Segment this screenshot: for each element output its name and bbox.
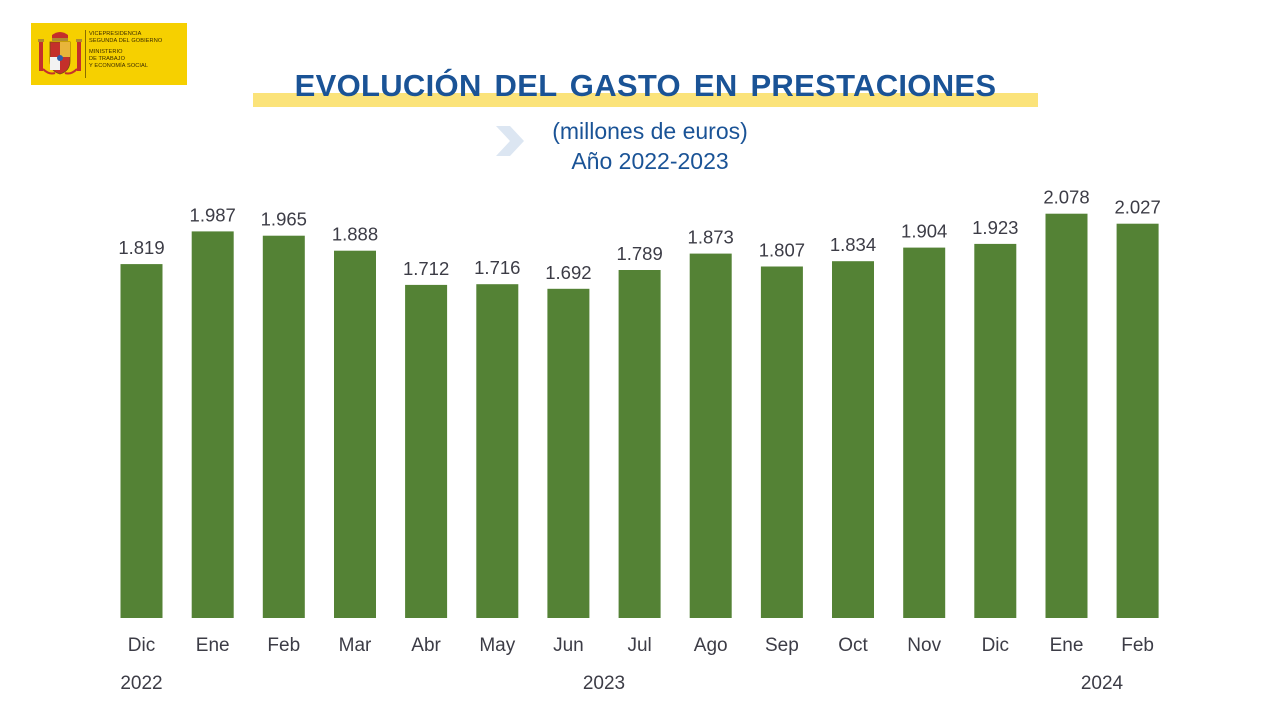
bar bbox=[903, 247, 946, 618]
data-label: 2.027 bbox=[1114, 197, 1160, 218]
x-tick-label: Oct bbox=[838, 635, 868, 656]
bar bbox=[689, 253, 732, 618]
x-tick-label: Sep bbox=[765, 635, 799, 656]
data-label: 1.923 bbox=[972, 217, 1018, 238]
x-tick-label: Jun bbox=[553, 635, 584, 656]
year-group-label: 2024 bbox=[1081, 673, 1124, 694]
bar bbox=[262, 235, 305, 618]
bar bbox=[1116, 223, 1159, 618]
data-label: 1.789 bbox=[616, 243, 662, 264]
data-label: 1.834 bbox=[830, 234, 876, 255]
data-label: 1.904 bbox=[901, 221, 947, 242]
x-tick-label: Feb bbox=[1121, 635, 1154, 656]
data-label: 1.873 bbox=[688, 227, 734, 248]
bar bbox=[974, 243, 1017, 618]
ministry-logo: VICEPRESIDENCIA SEGUNDA DEL GOBIERNO MIN… bbox=[31, 23, 187, 85]
x-tick-label: Mar bbox=[339, 635, 372, 656]
bar bbox=[334, 250, 376, 618]
year-group-label: 2023 bbox=[583, 673, 625, 694]
data-label: 1.965 bbox=[261, 209, 307, 230]
chart-subtitle: (millones de euros) bbox=[552, 118, 748, 144]
coat-of-arms-icon bbox=[38, 32, 82, 75]
x-tick-label: Dic bbox=[982, 635, 1009, 656]
year-group-label: 2022 bbox=[120, 673, 162, 694]
title-underline-bar bbox=[253, 93, 1038, 107]
data-label: 1.716 bbox=[474, 257, 520, 278]
x-tick-label: Ene bbox=[196, 635, 230, 656]
x-tick-label: Nov bbox=[907, 635, 941, 656]
x-tick-label: Ago bbox=[694, 635, 728, 656]
logo-divider bbox=[85, 30, 86, 78]
data-label: 1.888 bbox=[332, 224, 378, 245]
data-label: 1.807 bbox=[759, 240, 805, 261]
data-label: 1.712 bbox=[403, 258, 449, 279]
data-label: 2.078 bbox=[1043, 187, 1089, 208]
chevron-right-icon bbox=[496, 126, 524, 156]
chart-year-range: Año 2022-2023 bbox=[571, 148, 729, 174]
bar bbox=[832, 261, 874, 618]
page-title: EVOLUCIÓN DEL GASTO EN PRESTACIONES bbox=[294, 68, 997, 103]
logo-text-line: MINISTERIO bbox=[89, 49, 123, 55]
x-tick-label: Ene bbox=[1050, 635, 1084, 656]
logo-text-line: Y ECONOMÍA SOCIAL bbox=[89, 63, 149, 69]
data-label: 1.987 bbox=[190, 204, 236, 225]
x-tick-label: Dic bbox=[128, 635, 155, 656]
bar bbox=[476, 284, 519, 618]
data-label: 1.819 bbox=[118, 237, 164, 258]
bar bbox=[1045, 213, 1088, 618]
data-label: 1.692 bbox=[545, 262, 591, 283]
bar bbox=[405, 284, 448, 618]
x-tick-label: Jul bbox=[627, 635, 651, 656]
bar bbox=[760, 266, 803, 618]
logo-text-line: SEGUNDA DEL GOBIERNO bbox=[89, 38, 163, 44]
logo-text-line: DE TRABAJO bbox=[89, 56, 126, 62]
x-tick-label: May bbox=[479, 635, 515, 656]
x-tick-label: Abr bbox=[411, 635, 441, 656]
bar bbox=[120, 264, 163, 618]
bar bbox=[547, 288, 590, 618]
logo-text-line: VICEPRESIDENCIA bbox=[89, 31, 142, 37]
bar bbox=[191, 231, 234, 618]
bar bbox=[618, 270, 661, 618]
x-tick-label: Feb bbox=[267, 635, 300, 656]
